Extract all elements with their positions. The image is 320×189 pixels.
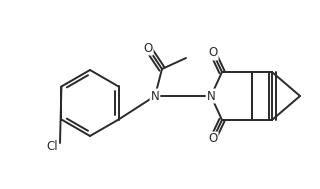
Text: N: N: [207, 90, 215, 102]
Text: Cl: Cl: [46, 140, 58, 153]
Text: O: O: [208, 46, 218, 60]
Text: O: O: [208, 132, 218, 146]
Text: O: O: [143, 42, 153, 54]
Text: N: N: [151, 90, 159, 102]
